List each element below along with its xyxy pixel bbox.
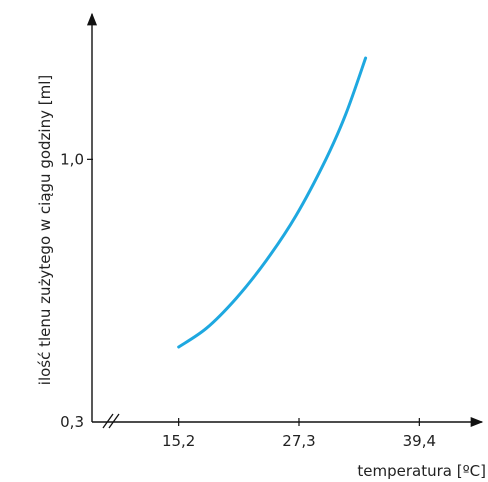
y-tick-label: 1,0 [60, 150, 84, 168]
y-axis-title: ilość tlenu zużytego w ciągu godziny [ml… [36, 75, 54, 385]
x-axis-break-mark [102, 413, 120, 429]
x-tick-label: 27,3 [282, 432, 315, 450]
series [177, 56, 368, 349]
ticks: 15,2 27,3 39,4 0,3 1,0 [60, 150, 436, 450]
series-line [177, 56, 368, 349]
axes [86, 12, 484, 429]
x-axis-title: temperatura [ºC] [357, 462, 486, 480]
x-tick-label: 39,4 [403, 432, 436, 450]
y-tick-label: 0,3 [60, 413, 84, 431]
x-tick-label: 15,2 [162, 432, 195, 450]
